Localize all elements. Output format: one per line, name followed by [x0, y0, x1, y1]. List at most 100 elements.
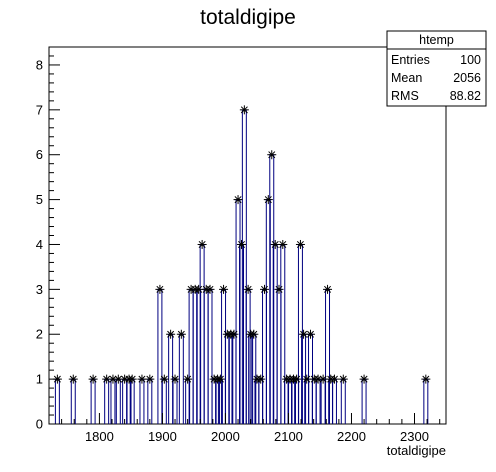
asterisk-marker: [159, 374, 169, 384]
histogram-bin: [172, 378, 178, 424]
asterisk-marker: [88, 374, 98, 384]
marker-stroke: [261, 285, 269, 293]
histogram-bin: [70, 378, 76, 424]
asterisk-marker: [274, 284, 284, 294]
asterisk-marker: [145, 374, 155, 384]
asterisk-marker: [233, 195, 243, 205]
marker-stroke: [156, 285, 164, 293]
marker-stroke: [69, 375, 77, 383]
asterisk-marker: [306, 329, 316, 339]
y-tick-label: 4: [36, 237, 43, 252]
marker-stroke: [296, 240, 304, 248]
asterisk-marker: [278, 239, 288, 249]
marker-stroke: [184, 375, 192, 383]
y-tick-label: 8: [36, 57, 43, 72]
marker-stroke: [138, 375, 146, 383]
asterisk-marker: [155, 284, 165, 294]
marker-stroke: [230, 330, 238, 338]
marker-stroke: [293, 375, 301, 383]
asterisk-marker: [292, 374, 302, 384]
marker-stroke: [268, 151, 276, 159]
histogram-bin: [423, 378, 429, 424]
marker-stroke: [300, 330, 308, 338]
marker-stroke: [360, 375, 368, 383]
marker-stroke: [271, 240, 279, 248]
asterisk-marker: [270, 239, 280, 249]
marker-stroke: [250, 330, 258, 338]
asterisk-marker: [329, 374, 339, 384]
asterisk-marker: [170, 374, 180, 384]
marker-stroke: [339, 375, 347, 383]
marker-stroke: [257, 375, 265, 383]
stats-mean-value: 2056: [453, 71, 481, 85]
marker-stroke: [234, 196, 242, 204]
x-tick-label: 2200: [337, 429, 366, 444]
x-tick-label: 2000: [211, 429, 240, 444]
y-tick-label: 3: [36, 282, 43, 297]
asterisk-marker: [197, 239, 207, 249]
asterisk-marker: [295, 239, 305, 249]
chart-title: totaldigipe: [200, 6, 296, 29]
marker-stroke: [279, 240, 287, 248]
asterisk-marker: [338, 374, 348, 384]
data-markers: [52, 105, 431, 384]
marker-stroke: [314, 375, 322, 383]
x-tick-label: 2300: [400, 429, 429, 444]
histogram-bin: [122, 378, 128, 424]
marker-stroke: [171, 375, 179, 383]
y-tick-label: 1: [36, 372, 43, 387]
y-tick-label: 0: [36, 417, 43, 432]
marker-stroke: [264, 196, 272, 204]
histogram-bin: [147, 378, 153, 424]
y-tick-label: 6: [36, 147, 43, 162]
marker-stroke: [114, 375, 122, 383]
asterisk-marker: [267, 150, 277, 160]
histogram-bin: [178, 333, 184, 424]
asterisk-marker: [318, 374, 328, 384]
x-axis-title: totaldigipe: [387, 443, 446, 458]
histogram-bin: [320, 378, 326, 424]
asterisk-marker: [68, 374, 78, 384]
marker-stroke: [324, 285, 332, 293]
y-tick-label: 5: [36, 192, 43, 207]
histogram-bin: [54, 378, 60, 424]
marker-stroke: [216, 375, 224, 383]
histogram-bin: [157, 288, 163, 424]
asterisk-marker: [249, 329, 259, 339]
marker-stroke: [422, 375, 430, 383]
asterisk-marker: [263, 195, 273, 205]
marker-stroke: [198, 240, 206, 248]
stats-box: htemp Entries 100 Mean 2056 RMS 88.82: [386, 30, 487, 107]
marker-stroke: [206, 285, 214, 293]
asterisk-marker: [215, 374, 225, 384]
marker-stroke: [146, 375, 154, 383]
y-tick-label: 2: [36, 327, 43, 342]
asterisk-marker: [219, 284, 229, 294]
marker-stroke: [167, 330, 175, 338]
asterisk-marker: [127, 374, 137, 384]
marker-stroke: [177, 330, 185, 338]
marker-stroke: [238, 240, 246, 248]
histogram-bin: [115, 378, 121, 424]
asterisk-marker: [302, 374, 312, 384]
asterisk-marker: [256, 374, 266, 384]
stats-box-frame: [386, 30, 487, 107]
marker-stroke: [303, 375, 311, 383]
y-axis: 0 1 2 3 4 5 6 7 8: [36, 46, 60, 432]
histogram-bin: [340, 378, 346, 424]
marker-stroke: [109, 375, 117, 383]
marker-stroke: [195, 285, 203, 293]
stats-box-title: htemp: [419, 33, 454, 47]
x-tick-label: 1900: [148, 429, 177, 444]
stats-mean-label: Mean: [391, 71, 422, 85]
marker-stroke: [89, 375, 97, 383]
x-tick-label: 1800: [85, 429, 114, 444]
asterisk-marker: [313, 374, 323, 384]
x-axis: 1800 1900 2000 2100 2200 2300: [48, 413, 441, 444]
histogram-bin: [104, 378, 110, 424]
marker-stroke: [103, 375, 111, 383]
asterisk-marker: [229, 329, 239, 339]
asterisk-marker: [243, 284, 253, 294]
asterisk-marker: [194, 284, 204, 294]
